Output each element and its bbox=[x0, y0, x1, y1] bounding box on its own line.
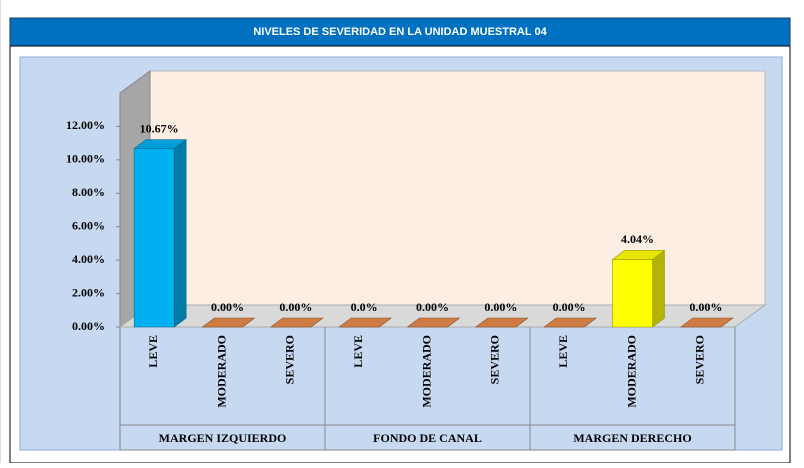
bar bbox=[474, 317, 529, 328]
bar-top bbox=[406, 317, 461, 328]
value-label: 0.00% bbox=[553, 300, 586, 314]
bar bbox=[133, 139, 188, 328]
y-tick-label: 4.00% bbox=[72, 252, 105, 266]
value-label: 4.04% bbox=[621, 232, 654, 246]
bar-top bbox=[474, 317, 529, 328]
bar bbox=[611, 249, 666, 328]
y-tick-label: 12.00% bbox=[66, 118, 105, 132]
bar bbox=[201, 317, 256, 328]
value-label: 0.0% bbox=[351, 300, 378, 314]
chart-title: NIVELES DE SEVERIDAD EN LA UNIDAD MUESTR… bbox=[253, 26, 547, 38]
bar-top bbox=[543, 317, 598, 328]
value-label: 0.00% bbox=[279, 300, 312, 314]
group-label: MARGEN DERECHO bbox=[573, 431, 691, 445]
y-tick-label: 10.00% bbox=[66, 152, 105, 166]
bar-top bbox=[338, 317, 393, 328]
bar bbox=[543, 317, 598, 328]
bar-top bbox=[611, 250, 666, 260]
bar bbox=[406, 317, 461, 328]
x-tick-label: LEVE bbox=[146, 335, 160, 368]
value-label: 0.00% bbox=[211, 300, 244, 314]
y-tick-label: 2.00% bbox=[72, 285, 105, 299]
bar bbox=[679, 317, 734, 328]
bar-top bbox=[133, 139, 188, 149]
bar-top bbox=[201, 317, 256, 328]
x-tick-label: SEVERO bbox=[693, 335, 707, 384]
bar-front bbox=[133, 148, 175, 328]
value-label: 10.67% bbox=[140, 121, 179, 135]
group-label: FONDO DE CANAL bbox=[373, 431, 482, 445]
title-bar bbox=[9, 17, 791, 47]
value-label: 0.00% bbox=[484, 300, 517, 314]
x-tick-label: SEVERO bbox=[283, 335, 297, 384]
value-label: 0.00% bbox=[416, 300, 449, 314]
x-tick-label: MODERADO bbox=[214, 335, 228, 408]
bar-top bbox=[269, 317, 324, 328]
y-tick-label: 6.00% bbox=[72, 218, 105, 232]
x-tick-label: LEVE bbox=[351, 335, 365, 368]
back-wall bbox=[149, 70, 766, 306]
value-label: 0.00% bbox=[689, 300, 722, 314]
bar-front bbox=[612, 259, 653, 328]
y-tick-label: 0.00% bbox=[72, 319, 105, 333]
x-tick-label: MODERADO bbox=[419, 335, 433, 408]
group-label: MARGEN IZQUIERDO bbox=[159, 431, 287, 445]
bar-top bbox=[679, 317, 734, 328]
x-tick-label: LEVE bbox=[556, 335, 570, 368]
bar-side bbox=[173, 139, 187, 328]
bar-side bbox=[652, 249, 665, 328]
x-tick-label: SEVERO bbox=[488, 335, 502, 384]
bar bbox=[338, 317, 393, 328]
bar bbox=[269, 317, 324, 328]
y-tick-label: 8.00% bbox=[72, 185, 105, 199]
x-tick-label: MODERADO bbox=[624, 335, 638, 408]
